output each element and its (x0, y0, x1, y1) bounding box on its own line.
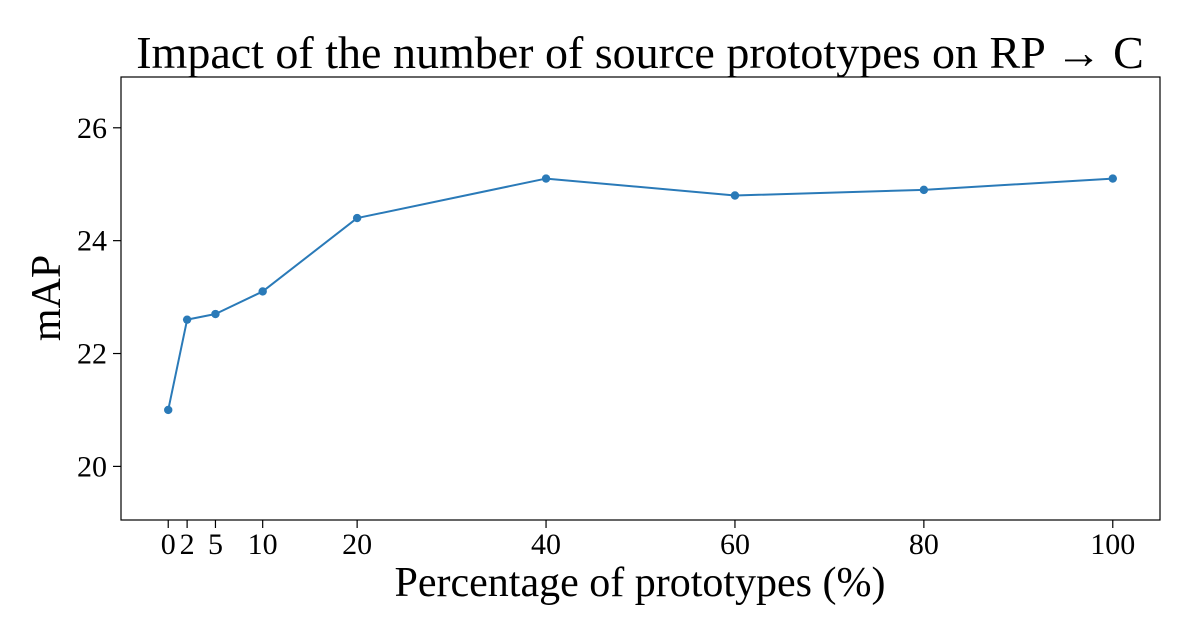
x-axis: 0 2 5 10 20 40 60 80 100 (161, 520, 1135, 561)
y-tick-label: 20 (77, 450, 107, 483)
data-point (919, 185, 929, 195)
y-tick-label: 24 (77, 225, 107, 258)
series-layer (164, 174, 1117, 415)
data-point (352, 213, 362, 223)
y-tick-label: 22 (77, 338, 107, 371)
data-point (182, 315, 192, 324)
data-point (211, 309, 220, 319)
chart-title: Impact of the number of source prototype… (136, 27, 1144, 78)
y-axis: 20 22 24 26 (77, 112, 121, 483)
x-tick-label: 10 (248, 528, 278, 561)
x-tick-label: 0 (161, 528, 176, 561)
x-tick-label: 60 (720, 528, 750, 561)
x-tick-label: 100 (1090, 528, 1135, 561)
data-point (1108, 174, 1117, 183)
plot-frame (120, 76, 1161, 521)
x-tick-label: 20 (342, 528, 372, 561)
x-tick-label: 80 (909, 528, 939, 561)
data-point (730, 191, 740, 200)
plot-area (120, 76, 1161, 521)
y-tick-label: 26 (77, 112, 107, 145)
x-tick-label: 2 (180, 528, 195, 561)
series-line (167, 177, 1113, 411)
data-point (258, 287, 267, 296)
x-tick-label: 5 (208, 528, 223, 561)
data-point (164, 405, 173, 415)
x-tick-label: 40 (531, 528, 561, 561)
data-point (541, 174, 551, 183)
y-axis-label: mAP (24, 255, 70, 341)
x-axis-label: Percentage of prototypes (%) (395, 560, 886, 606)
